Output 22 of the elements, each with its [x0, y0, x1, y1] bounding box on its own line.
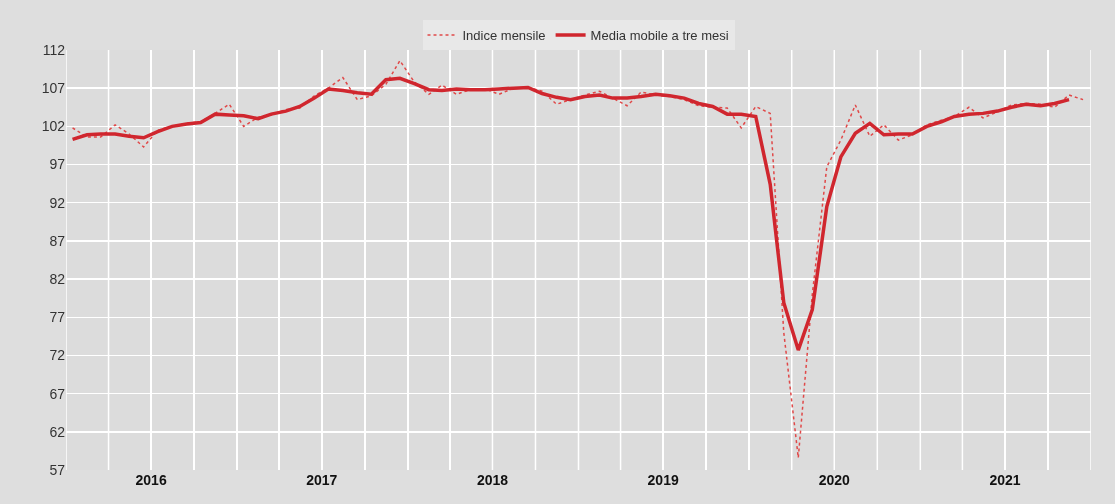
legend-label: Media mobile a tre mesi — [590, 28, 729, 44]
y-tick-label: 57 — [49, 461, 66, 478]
y-tick-label: 62 — [49, 423, 66, 440]
y-tick-label: 72 — [49, 347, 66, 364]
y-tick-label: 87 — [49, 232, 66, 249]
y-tick-label: 102 — [41, 118, 66, 135]
y-tick-label: 92 — [49, 194, 66, 211]
x-tick-label: 2016 — [135, 472, 167, 488]
x-tick-label: 2017 — [306, 472, 338, 488]
y-tick-label: 67 — [49, 385, 66, 402]
x-tick-label: 2019 — [647, 472, 679, 488]
y-tick-label: 112 — [42, 41, 66, 58]
legend-label: Indice mensile — [462, 28, 546, 44]
x-tick-label: 2021 — [989, 472, 1021, 488]
y-tick-label: 107 — [41, 80, 66, 97]
x-tick-label: 2018 — [476, 472, 509, 488]
x-tick-label: 2020 — [818, 472, 851, 488]
y-tick-label: 82 — [49, 270, 66, 287]
line-series — [70, 76, 1071, 352]
y-tick-label: 77 — [49, 309, 66, 326]
y-tick-label: 97 — [49, 156, 66, 173]
line-series — [71, 59, 1084, 459]
